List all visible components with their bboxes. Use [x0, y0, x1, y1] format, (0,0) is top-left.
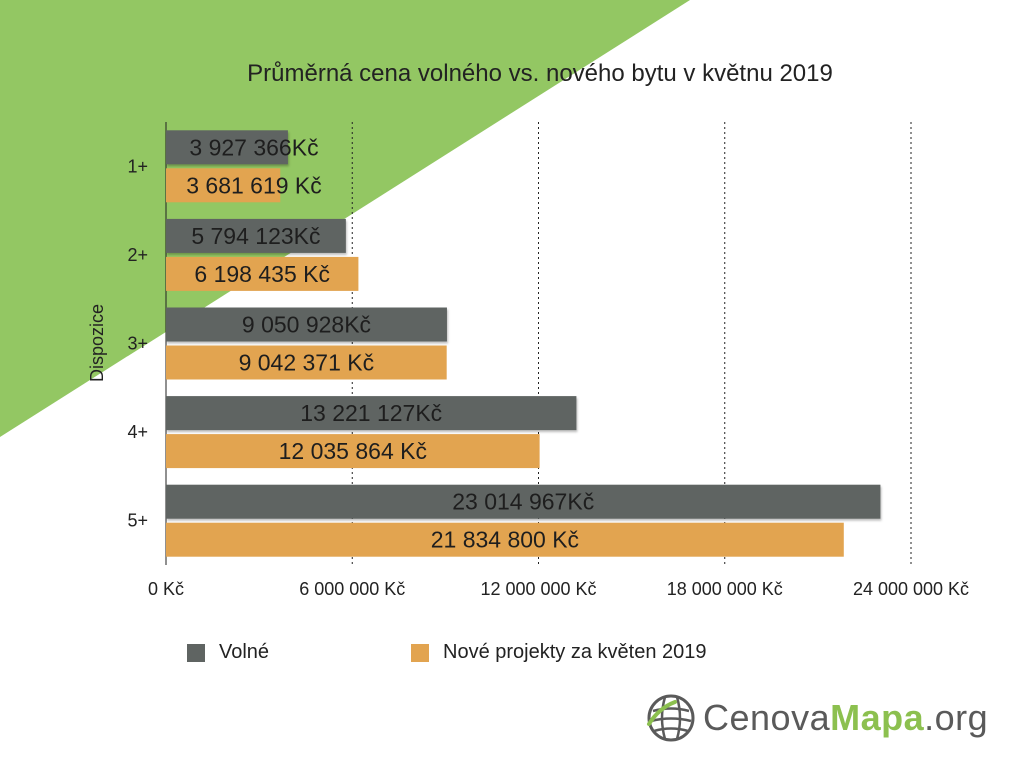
- bar-nove: [166, 434, 540, 469]
- category-label: 1+: [127, 156, 148, 176]
- bar-value-label: 5 794 123Kč: [191, 223, 320, 249]
- category-label: 5+: [127, 511, 148, 531]
- bar-nove: [166, 522, 844, 557]
- logo-text: CenovaMapa.org: [703, 697, 988, 739]
- category-labels: 1+ 2+ 3+ 4+ 5+: [127, 156, 148, 530]
- cenovamapa-logo: CenovaMapa.org: [645, 690, 988, 746]
- bar-chart: 3 927 366Kč 3 681 619 Kč 5 794 123Kč 6 198 …: [87, 122, 969, 599]
- legend: Volné Nové projekty za květen 2019: [0, 641, 1024, 671]
- bar-value-label: 13 221 127Kč: [300, 400, 442, 426]
- bar-nove: [166, 168, 281, 203]
- x-tick-label: 12 000 000 Kč: [480, 579, 596, 599]
- logo-text-part2: Mapa: [830, 697, 925, 738]
- bar-value-label: 9 050 928Kč: [242, 312, 371, 338]
- bar-volne: [166, 307, 447, 342]
- bar-nove: [166, 345, 447, 380]
- bar-nove: [166, 256, 359, 291]
- x-tick-labels: 0 Kč 6 000 000 Kč 12 000 000 Kč 18 000 000 …: [148, 579, 969, 599]
- bar-volne: [166, 484, 881, 519]
- logo-text-part3: .org: [924, 697, 989, 738]
- bar-value-label: 3 927 366Kč: [189, 134, 318, 160]
- x-tick-label: 18 000 000 Kč: [667, 579, 783, 599]
- bar-value-label: 3 681 619 Kč: [186, 172, 322, 198]
- bar-value-labels: 3 927 366Kč 3 681 619 Kč 5 794 123Kč 6 198 …: [186, 134, 594, 552]
- bar-volne: [166, 218, 346, 253]
- legend-label-volne: Volné: [219, 641, 270, 663]
- bar-value-label: 21 834 800 Kč: [431, 527, 579, 553]
- grid-lines: [351, 122, 912, 565]
- bar-value-label: 12 035 864 Kč: [279, 438, 427, 464]
- globe-grid-icon: [647, 694, 695, 742]
- bar-value-label: 6 198 435 Kč: [194, 261, 330, 287]
- x-tick-label: 6 000 000 Kč: [299, 579, 405, 599]
- category-label: 2+: [127, 245, 148, 265]
- bar-value-label: 23 014 967Kč: [452, 489, 594, 515]
- legend-swatch-volne: [187, 643, 205, 662]
- legend-item-nove: Nové projekty za květen 2019: [411, 641, 707, 664]
- bar-value-label: 9 042 371 Kč: [239, 350, 375, 376]
- legend-label-nove: Nové projekty za květen 2019: [443, 641, 707, 663]
- category-label: 4+: [127, 422, 148, 442]
- bars: [166, 130, 881, 557]
- y-axis-label: Dispozice: [87, 304, 107, 382]
- category-label: 3+: [127, 334, 148, 354]
- x-tick-label: 24 000 000 Kč: [853, 579, 969, 599]
- legend-item-volne: Volné: [187, 641, 269, 664]
- bar-volne: [166, 130, 288, 165]
- bar-volne: [166, 396, 577, 431]
- x-tick-label: 0 Kč: [148, 579, 184, 599]
- logo-text-part1: Cenova: [703, 697, 831, 738]
- chart-title: Průměrná cena volného vs. nového bytu v …: [247, 60, 833, 87]
- legend-swatch-nove: [411, 643, 429, 662]
